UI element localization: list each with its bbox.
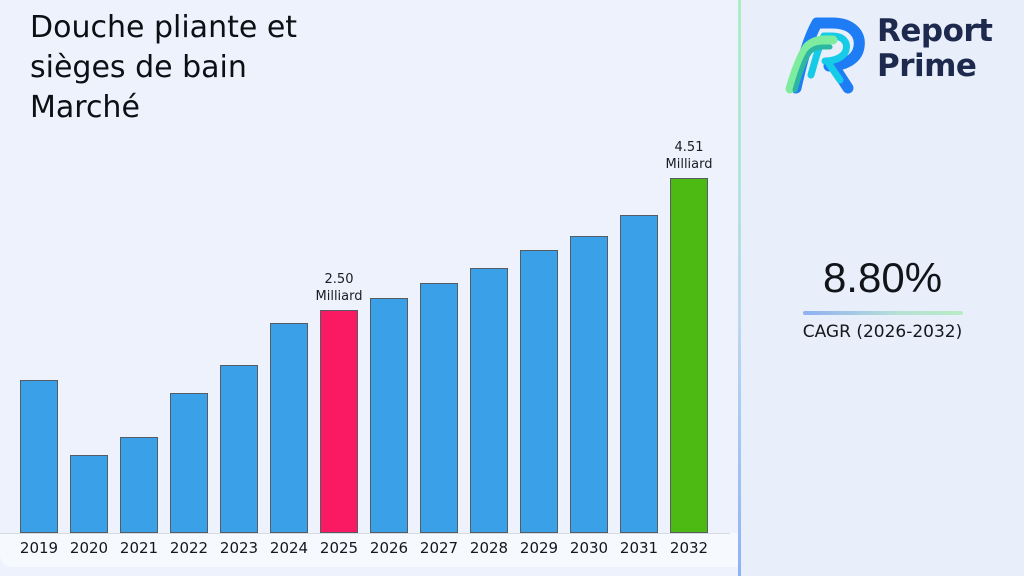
chart-panel: Douche pliante et sièges de bain Marché … [0,10,738,567]
report-prime-logo-icon [785,17,865,94]
page-title: Douche pliante et sièges de bain Marché [30,10,298,125]
x-tick-label-2029: 2029 [519,539,559,557]
value-annotation-2025: 2.50 Milliard [315,272,363,304]
x-axis-strip [0,533,738,567]
cagr-value: 8.80% [822,254,943,301]
bar-2020 [70,455,108,533]
bar-2032 [670,178,708,533]
bar-2025 [320,310,358,533]
wordmark-line-prime: Prime [877,48,977,84]
bar-2024 [270,323,308,533]
wordmark-line-report: Report [877,13,993,49]
x-tick-label-2026: 2026 [369,539,409,557]
x-tick-label-2023: 2023 [219,539,259,557]
cagr-underline [802,311,963,315]
x-tick-label-2031: 2031 [619,539,659,557]
x-tick-label-2021: 2021 [119,539,159,557]
bar-2023 [220,365,258,533]
report-prime-wordmark: Report Prime [877,14,993,84]
value-annotation-2032: 4.51 Milliard [665,140,713,172]
x-tick-label-2022: 2022 [169,539,209,557]
bar-2029 [520,250,558,533]
cagr-block: 8.80% CAGR (2026-2032) [741,254,1024,342]
bar-2021 [120,437,158,533]
x-tick-label-2028: 2028 [469,539,509,557]
bar-2028 [470,268,508,533]
bar-2030 [570,236,608,533]
bar-2026 [370,298,408,533]
x-tick-label-2030: 2030 [569,539,609,557]
x-tick-label-2024: 2024 [269,539,309,557]
x-tick-label-2019: 2019 [19,539,59,557]
bar-2027 [420,283,458,533]
divider-line [738,0,741,576]
bar-2022 [170,393,208,533]
x-tick-label-2025: 2025 [319,539,359,557]
bar-2031 [620,215,658,533]
x-axis-line [0,533,730,534]
bar-2019 [20,380,58,533]
side-panel: Report Prime 8.80% CAGR (2026-2032) [741,0,1024,576]
cagr-label: CAGR (2026-2032) [802,322,963,342]
report-prime-logo: Report Prime [780,12,993,96]
x-tick-label-2027: 2027 [419,539,459,557]
x-tick-label-2032: 2032 [669,539,709,557]
x-tick-label-2020: 2020 [69,539,109,557]
